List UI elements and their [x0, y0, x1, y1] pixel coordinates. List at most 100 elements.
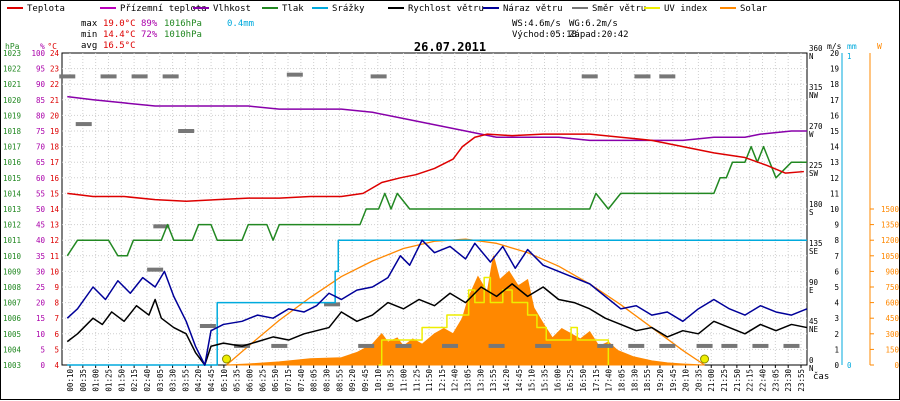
x-tick-label: 22:15 [746, 369, 755, 392]
x-tick-label: 15:10 [528, 369, 537, 392]
x-tick-label: 07:15 [284, 369, 293, 392]
axis-temp-tick: 23 [50, 65, 59, 74]
axis-temp-tick: 14 [50, 205, 60, 214]
x-tick-label: 06:00 [246, 369, 255, 392]
x-tick-label: 19:20 [656, 369, 665, 392]
axis-ms-tick: 11 [830, 189, 839, 198]
axis-w-tick: 1500 [881, 205, 900, 214]
axis-mm-unit: mm [847, 42, 857, 51]
sunset-stat: Západ:20:42 [569, 30, 629, 40]
wind-direction-mark [286, 72, 303, 77]
x-tick-label: 02:15 [130, 369, 139, 392]
axis-pct-tick: 70 [36, 143, 46, 152]
wind-direction-mark [131, 74, 148, 79]
min-label: min [81, 30, 97, 40]
wind-direction-mark [634, 74, 651, 79]
wind-direction-mark [659, 74, 676, 79]
axis-pct-tick: 0 [40, 361, 45, 370]
wind-direction-mark [100, 74, 117, 79]
min-press: 1010hPa [164, 30, 202, 40]
axis-temp-tick: 12 [50, 236, 59, 245]
x-tick-label: 18:30 [630, 369, 639, 392]
axis-pct-tick: 90 [36, 80, 46, 89]
max-rain: 0.4mm [227, 19, 254, 29]
min-hum: 72% [141, 30, 158, 40]
axis-hpa-tick: 1013 [3, 205, 21, 214]
wind-direction-mark [696, 343, 713, 348]
wind-direction-mark [752, 343, 769, 348]
wind-direction-mark [59, 74, 76, 79]
x-tick-label: 05:10 [220, 369, 229, 392]
x-tick-label: 07:40 [297, 369, 306, 392]
uv-line [378, 276, 610, 366]
axis-hpa-tick: 1012 [3, 221, 21, 230]
sun-markers [222, 354, 710, 364]
axis-temp-tick: 21 [50, 96, 59, 105]
wind-direction-mark [395, 343, 412, 348]
sun-marker [222, 354, 232, 364]
min-temp: 14.4°C [103, 30, 136, 40]
x-tick-label: 06:50 [271, 369, 280, 392]
series-humidity [67, 95, 807, 142]
axis-pct-tick: 20 [36, 299, 46, 308]
axis-hpa-tick: 1017 [3, 143, 21, 152]
wind-direction-mark [581, 74, 598, 79]
axis-ms-tick: 8 [834, 236, 839, 245]
axis-dir-label: E [809, 286, 814, 295]
axis-ms-unit: m/s [827, 42, 842, 51]
axis-dir-label: SE [809, 247, 819, 256]
axis-w-tick: 750 [885, 283, 899, 292]
axis-temp-tick: 11 [50, 252, 59, 261]
wind-direction-mark [442, 343, 459, 348]
x-tick-label: 13:55 [489, 369, 498, 392]
axis-pct-tick: 10 [36, 330, 46, 339]
axis-w-tick: 1350 [881, 221, 900, 230]
x-tick-label: 11:25 [412, 369, 421, 392]
x-axis: 00:10 00:35 01:00 01:25 01:50 02:15 02:40 03:05… [66, 365, 829, 392]
x-tick-label: 03:30 [169, 369, 178, 392]
legend-label-uv: UV index [664, 4, 708, 14]
max-press: 1016hPa [164, 19, 202, 29]
axis-temp-tick: 15 [50, 189, 59, 198]
x-tick-label: 21:00 [707, 369, 716, 392]
axis-pct-tick: 40 [36, 236, 46, 245]
axis-hpa-tick: 1005 [3, 330, 21, 339]
axis-dir-tick: 225 [809, 161, 823, 170]
x-tick-label: 11:00 [399, 369, 408, 392]
x-tick-label: 12:15 [438, 369, 447, 392]
legend-label-vlhkost: Vlhkost [213, 4, 251, 14]
wind-direction-mark [199, 324, 216, 328]
x-tick-label: 09:45 [361, 369, 370, 392]
legend-label-smer: Směr větru [592, 4, 646, 14]
wind-direction-mark [271, 343, 288, 348]
wind-direction-mark [597, 343, 614, 348]
axis-dir-tick: 315 [809, 83, 823, 92]
x-tick-label: 00:10 [66, 369, 75, 392]
axis-temp-tick: 18 [50, 143, 60, 152]
axis-pct-tick: 45 [36, 221, 45, 230]
x-tick-label: 12:40 [451, 369, 460, 392]
x-tick-label: 16:50 [579, 369, 588, 392]
legend: Teplota Přízemní teplota Vlhkost Tlak Srážky… [7, 4, 768, 14]
axis-pct-tick: 65 [36, 158, 45, 167]
axis-hpa-tick: 1022 [3, 65, 21, 74]
axis-dir-label: N [809, 52, 814, 61]
sunrise-stat: Východ:05:18 [512, 30, 577, 40]
axis-hpa-tick: 1004 [3, 345, 22, 354]
axis-w-tick: 1050 [881, 252, 900, 261]
axis-dir-tick: 135 [809, 239, 823, 248]
avg-label: avg [81, 41, 97, 51]
x-tick-label: 16:00 [553, 369, 562, 392]
axis-ms-tick: 0 [834, 361, 839, 370]
x-tick-label: 13:30 [476, 369, 485, 392]
x-axis-label: čas [813, 371, 829, 382]
axis-hpa-tick: 1018 [3, 127, 22, 136]
x-tick-label: 20:35 [694, 369, 703, 392]
axis-ms-tick: 15 [830, 127, 839, 136]
x-tick-label: 09:20 [348, 369, 357, 392]
avg-temp: 16.5°C [103, 41, 136, 51]
axis-pct-tick: 25 [36, 283, 45, 292]
legend-label-srazky: Srážky [332, 4, 365, 14]
axis-temp-tick: 20 [50, 111, 60, 120]
